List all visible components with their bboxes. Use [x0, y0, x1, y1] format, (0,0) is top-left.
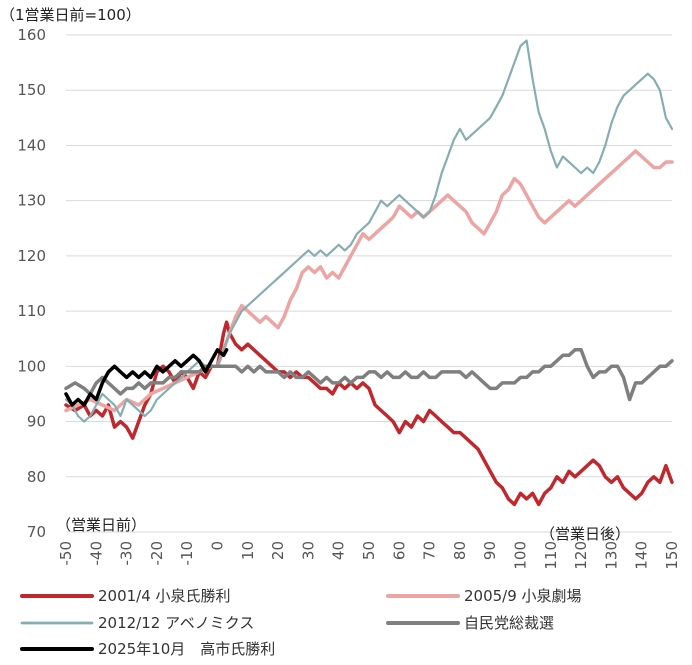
x-tick-label: 50	[360, 541, 378, 560]
series-line-3	[64, 39, 674, 423]
gridlines	[66, 34, 672, 533]
x-tick-label: 80	[451, 541, 469, 560]
x-tick-label: -40	[87, 541, 105, 566]
y-tick-label: 160	[17, 26, 46, 44]
series-line-4	[64, 348, 674, 402]
legend-label: 2012/12 アベノミクス	[98, 614, 254, 632]
x-tick-label: 30	[299, 541, 317, 560]
series-line-1	[64, 320, 674, 507]
legend-label: 2005/9 小泉劇場	[464, 587, 582, 605]
x-tick-label: 120	[572, 541, 590, 570]
x-tick-label: 20	[269, 541, 287, 560]
x-tick-label: -10	[178, 541, 196, 566]
legend-label: 2001/4 小泉氏勝利	[98, 587, 231, 605]
x-note-before-label: （営業日前）	[56, 516, 146, 534]
x-note-after-label: （営業日後）	[540, 525, 630, 543]
x-tick-label: 10	[239, 541, 257, 560]
y-tick-label: 140	[17, 136, 46, 154]
x-tick-label: 100	[512, 541, 530, 570]
y-tick-label: 70	[27, 523, 46, 541]
x-tick-label: 150	[663, 541, 681, 570]
y-tick-label: 150	[17, 81, 46, 99]
x-tick-label: 130	[602, 541, 620, 570]
y-tick-label: 110	[17, 302, 46, 320]
legend-label: 自民党総裁選	[464, 614, 554, 632]
x-tick-label: 0	[209, 541, 227, 551]
y-tick-label: 120	[17, 247, 46, 265]
x-tick-label: 70	[421, 541, 439, 560]
y-tick-label: 130	[17, 192, 46, 210]
x-tick-label: -20	[148, 541, 166, 566]
x-tick-label: 60	[390, 541, 408, 560]
legend-label: 2025年10月 高市氏勝利	[98, 640, 275, 658]
x-axis-tick-labels: -50 -40 -30 -20 -10 0 10 20 30 40 50 60 70 80 90 100 110…	[57, 541, 681, 570]
x-tick-label: -50	[57, 541, 75, 566]
x-tick-label: -30	[118, 541, 136, 566]
y-tick-label: 100	[17, 357, 46, 375]
x-tick-label: 90	[481, 541, 499, 560]
series-line-5	[64, 348, 229, 407]
y-tick-label: 90	[27, 413, 46, 431]
y-unit-label: （1営業日前=100）	[0, 6, 141, 24]
series-lines	[64, 39, 674, 507]
y-tick-label: 80	[27, 468, 46, 486]
y-axis-tick-labels: 70 80 90 100 110 120 130 140 150 160	[17, 26, 46, 541]
x-tick-label: 40	[330, 541, 348, 560]
legend: 2001/4 小泉氏勝利 2005/9 小泉劇場 2012/12 アベノミクス 自民党…	[20, 587, 582, 658]
x-tick-label: 110	[542, 541, 560, 570]
x-tick-label: 140	[633, 541, 651, 570]
